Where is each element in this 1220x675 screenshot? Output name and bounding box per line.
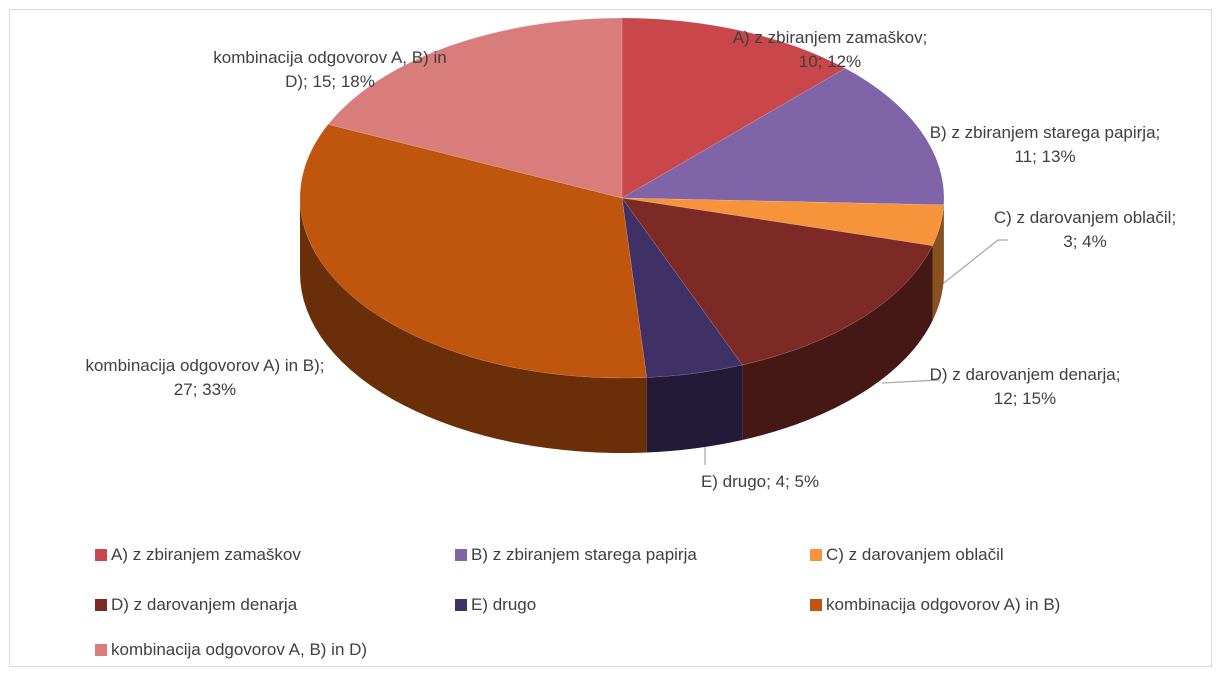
legend-swatch (810, 549, 822, 561)
data-label: A) z zbiranjem zamaškov; 10; 12% (732, 28, 928, 71)
slice (621, 197, 743, 378)
legend-item: kombinacija odgovorov A) in B) (810, 593, 1060, 617)
legend-item: E) drugo (455, 593, 536, 617)
legend-item: A) z zbiranjem zamaškov (95, 543, 301, 567)
legend-item: B) z zbiranjem starega papirja (455, 543, 697, 567)
legend-label: kombinacija odgovorov A, B) in D) (111, 640, 368, 659)
slice (621, 68, 945, 206)
legend-swatch (95, 644, 107, 656)
leader-line (934, 239, 1008, 291)
slice-side (742, 245, 933, 440)
side-walls (300, 198, 944, 453)
slice (621, 197, 933, 366)
data-label: D) z darovanjem denarja; 12; 15% (929, 365, 1121, 408)
leader-lines (704, 239, 1008, 465)
slice (621, 17, 846, 199)
slice-side (300, 198, 647, 453)
legend-swatch (95, 549, 107, 561)
legend-label: D) z darovanjem denarja (111, 595, 298, 614)
legend-item: kombinacija odgovorov A, B) in D) (95, 638, 367, 662)
chart-frame (9, 9, 1212, 667)
legend-label: E) drugo (471, 595, 537, 614)
legend-label: kombinacija odgovorov A) in B) (826, 595, 1061, 614)
slice-side (932, 204, 944, 321)
legend-item: D) z darovanjem denarja (95, 593, 297, 617)
legend-item: C) z darovanjem oblačil (810, 543, 1004, 567)
legend-swatch (455, 599, 467, 611)
legend-swatch (810, 599, 822, 611)
data-label: kombinacija odgovorov A, B) in D); 15; 1… (213, 48, 447, 91)
legend-swatch (95, 599, 107, 611)
legend-swatch (455, 549, 467, 561)
legend-label: B) z zbiranjem starega papirja (471, 545, 697, 564)
legend-label: A) z zbiranjem zamaškov (111, 545, 301, 564)
data-label: C) z darovanjem oblačil; 3; 4% (993, 208, 1177, 251)
slice (621, 197, 945, 246)
top-faces (299, 17, 945, 379)
slice (299, 124, 647, 379)
data-label: E) drugo; 4; 5% (700, 472, 820, 491)
data-label: B) z zbiranjem starega papirja; 11; 13% (929, 123, 1161, 166)
data-label: kombinacija odgovorov A) in B); 27; 33% (85, 356, 325, 399)
slice-side (646, 364, 743, 453)
legend-label: C) z darovanjem oblačil (826, 545, 1004, 564)
slice (327, 17, 623, 199)
leader-line (881, 379, 941, 384)
